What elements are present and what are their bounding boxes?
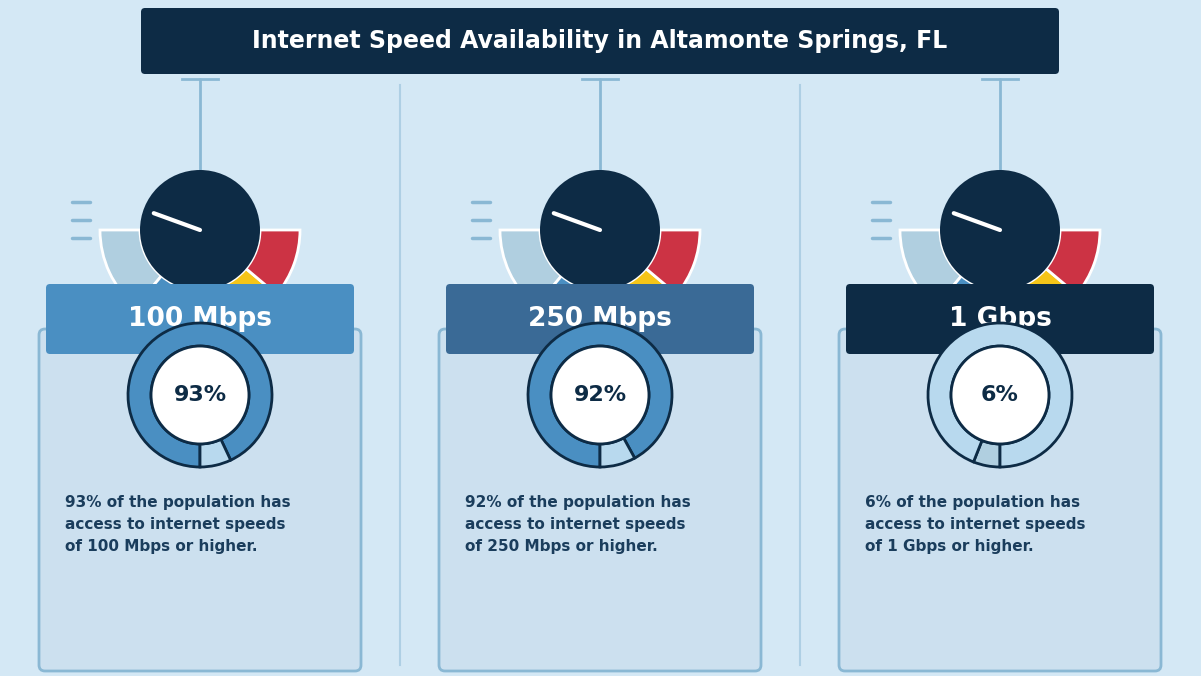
Polygon shape [984,350,1016,372]
Wedge shape [536,276,626,330]
Text: 1 Gbps: 1 Gbps [949,306,1051,332]
Polygon shape [184,350,216,372]
Text: 93% of the population has
access to internet speeds
of 100 Mbps or higher.: 93% of the population has access to inte… [65,495,291,554]
Wedge shape [900,230,962,307]
Circle shape [951,346,1048,444]
Wedge shape [600,438,634,467]
FancyBboxPatch shape [38,329,362,671]
Circle shape [151,346,249,444]
Text: 93%: 93% [173,385,227,405]
Polygon shape [584,350,616,372]
Circle shape [940,170,1060,290]
Wedge shape [1046,230,1100,294]
Text: 100 Mbps: 100 Mbps [129,306,271,332]
Wedge shape [136,276,226,330]
FancyBboxPatch shape [446,284,754,354]
Text: 250 Mbps: 250 Mbps [528,306,671,332]
Wedge shape [1016,268,1076,327]
Wedge shape [215,268,276,327]
Text: Internet Speed Availability in Altamonte Springs, FL: Internet Speed Availability in Altamonte… [252,29,948,53]
Wedge shape [928,323,1072,467]
FancyBboxPatch shape [46,284,354,354]
Wedge shape [129,323,271,467]
Text: 6%: 6% [981,385,1018,405]
Wedge shape [500,230,561,307]
Wedge shape [616,268,676,327]
Wedge shape [974,441,1000,467]
FancyBboxPatch shape [440,329,761,671]
Wedge shape [528,323,673,467]
Circle shape [551,346,649,444]
Wedge shape [936,276,1026,330]
Wedge shape [201,439,231,467]
Wedge shape [646,230,700,294]
FancyBboxPatch shape [846,284,1154,354]
Circle shape [540,170,661,290]
FancyBboxPatch shape [141,8,1059,74]
Text: 92% of the population has
access to internet speeds
of 250 Mbps or higher.: 92% of the population has access to inte… [465,495,691,554]
Text: 6% of the population has
access to internet speeds
of 1 Gbps or higher.: 6% of the population has access to inter… [865,495,1086,554]
FancyBboxPatch shape [839,329,1161,671]
Wedge shape [100,230,161,307]
Circle shape [141,170,259,290]
Text: 92%: 92% [573,385,627,405]
Wedge shape [246,230,300,294]
